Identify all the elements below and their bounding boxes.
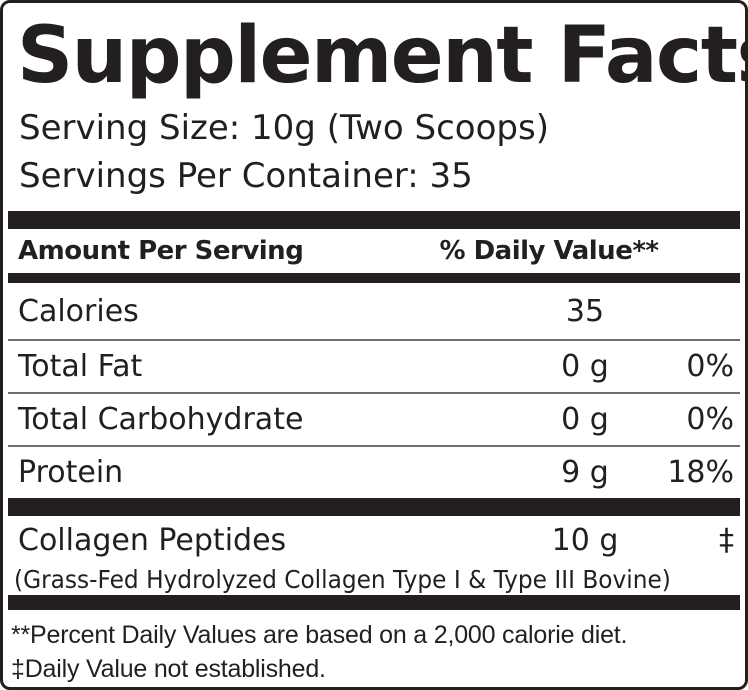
row-divider — [8, 392, 740, 394]
nutrient-row-calories: Calories 35 — [8, 283, 740, 339]
nutrient-name: Protein — [18, 455, 124, 490]
nutrient-row-protein: Protein 9 g 18% — [8, 447, 740, 498]
servings-per-container-line: Servings Per Container: 35 — [19, 156, 473, 196]
row-divider — [8, 445, 740, 447]
nutrient-row-total-fat: Total Fat 0 g 0% — [8, 341, 740, 392]
footnote-daily-values: **Percent Daily Values are based on a 2,… — [11, 621, 628, 649]
nutrient-row-total-carbohydrate: Total Carbohydrate 0 g 0% — [8, 394, 740, 445]
column-header-row: Amount Per Serving % Daily Value** — [8, 229, 740, 273]
nutrient-amount: 9 g — [561, 455, 609, 490]
serving-size-line: Serving Size: 10g (Two Scoops) — [19, 108, 549, 148]
supplement-name: Collagen Peptides — [18, 523, 287, 558]
footnote-dv-not-established: ‡Daily Value not established. — [11, 655, 326, 683]
supplement-dv-dagger: ‡ — [719, 523, 734, 558]
separator-bar-thick-top — [8, 211, 740, 229]
nutrient-dv: 0% — [686, 349, 734, 384]
amount-per-serving-header: Amount Per Serving — [18, 236, 304, 266]
row-divider — [8, 339, 740, 341]
nutrient-dv: 0% — [686, 402, 734, 437]
nutrient-name: Calories — [18, 293, 139, 329]
separator-bar-thick-middle — [8, 498, 740, 516]
separator-bar-medium — [8, 273, 740, 283]
nutrient-name: Total Fat — [18, 349, 143, 384]
supplement-source-note: (Grass-Fed Hydrolyzed Collagen Type I & … — [14, 565, 671, 594]
nutrient-name: Total Carbohydrate — [18, 402, 304, 437]
nutrient-amount: 0 g — [561, 402, 609, 437]
panel-content: Supplement Facts Serving Size: 10g (Two … — [3, 16, 745, 686]
nutrient-dv: 18% — [667, 455, 734, 490]
panel-title: Supplement Facts — [17, 11, 748, 101]
separator-bar-thick-bottom — [8, 595, 740, 610]
daily-value-header: % Daily Value** — [439, 236, 659, 266]
nutrient-amount: 0 g — [561, 349, 609, 384]
supplement-row-collagen-peptides: Collagen Peptides 10 g ‡ — [8, 516, 740, 565]
supplement-amount: 10 g — [551, 523, 619, 558]
nutrient-amount: 35 — [565, 293, 605, 329]
